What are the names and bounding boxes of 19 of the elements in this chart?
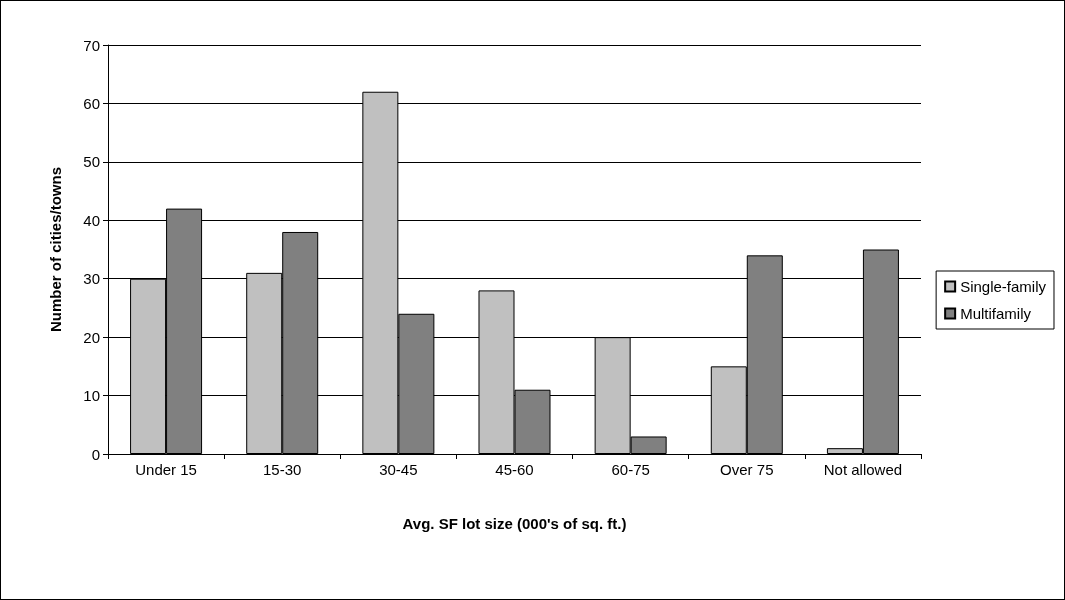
y-tick-label: 0: [91, 445, 100, 463]
legend-label: Multifamily: [960, 305, 1032, 322]
x-tick-label: Under 15: [135, 461, 197, 478]
x-axis-title: Avg. SF lot size (000's of sq. ft.): [402, 515, 627, 532]
x-tick-label: Over 75: [720, 461, 774, 478]
x-tick-label: 45-60: [495, 461, 534, 478]
y-tick-label: 30: [83, 270, 100, 288]
y-tick-label: 10: [83, 387, 100, 405]
legend-label: Single-family: [960, 278, 1047, 295]
x-tick-label: 30-45: [379, 461, 418, 478]
y-tick-label: 60: [83, 94, 100, 112]
y-tick-label: 50: [83, 153, 100, 171]
x-tick-label: 15-30: [263, 461, 302, 478]
x-tick-label: Not allowed: [823, 461, 903, 478]
y-tick-label: 70: [83, 36, 100, 54]
x-tick-label: 60-75: [611, 461, 650, 478]
y-axis-title: Number of cities/towns: [47, 166, 64, 333]
y-tick-label: 40: [83, 211, 100, 229]
y-tick-label: 20: [83, 328, 100, 346]
